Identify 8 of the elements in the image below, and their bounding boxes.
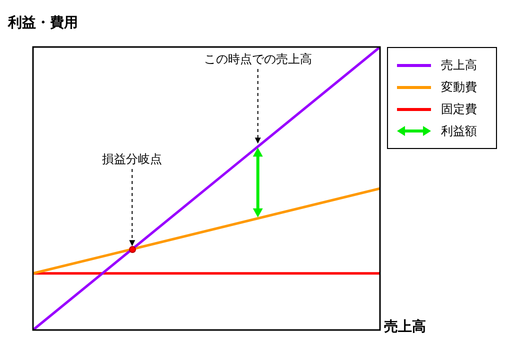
y-axis-title: 利益・費用: [8, 14, 78, 32]
legend-label: 変動費: [441, 78, 477, 96]
legend-label: 利益額: [441, 122, 477, 140]
annotation: 損益分岐点: [102, 152, 162, 166]
x-axis-title: 売上高: [384, 318, 426, 336]
legend-label: 固定費: [441, 100, 477, 118]
annotation: この時点での売上高: [204, 52, 312, 66]
legend-label: 売上高: [441, 56, 477, 74]
